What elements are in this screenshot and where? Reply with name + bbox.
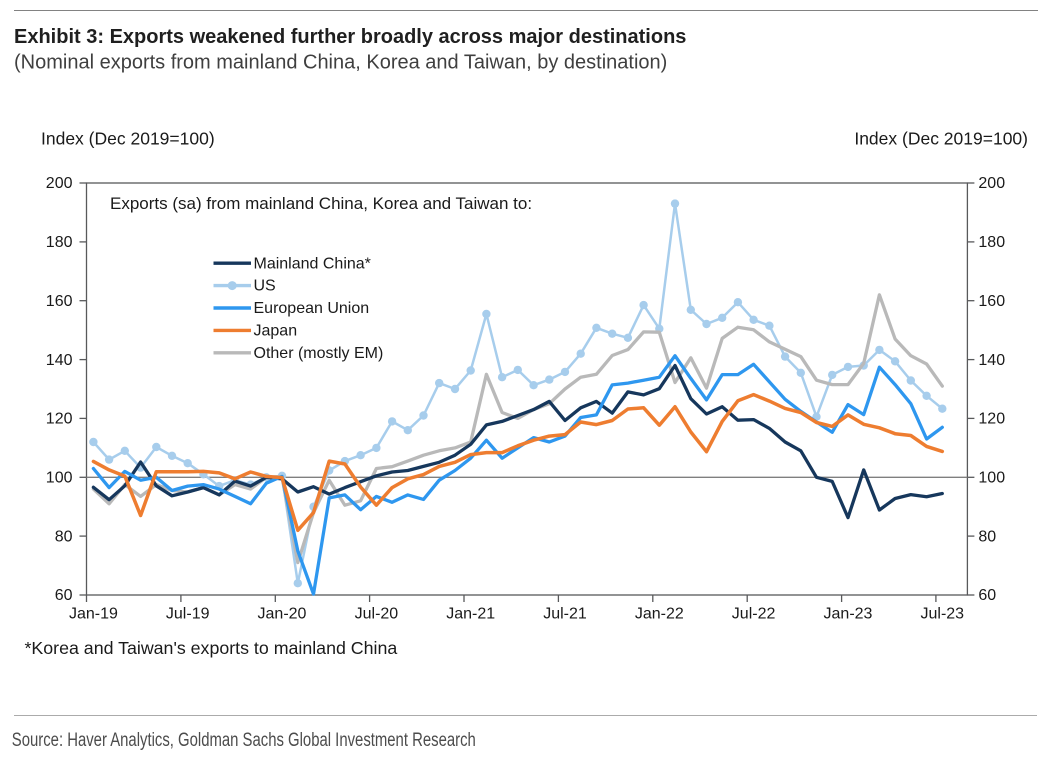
svg-text:200: 200 <box>46 175 73 192</box>
svg-text:US: US <box>254 278 276 295</box>
svg-text:160: 160 <box>978 293 1005 310</box>
svg-text:European Union: European Union <box>254 300 370 317</box>
svg-text:Mainland China*: Mainland China* <box>254 255 371 272</box>
svg-text:60: 60 <box>55 587 73 604</box>
svg-text:180: 180 <box>978 234 1005 251</box>
svg-text:140: 140 <box>978 352 1005 369</box>
svg-text:120: 120 <box>978 411 1005 428</box>
svg-text:Other (mostly EM): Other (mostly EM) <box>254 345 384 362</box>
svg-text:*Korea and Taiwan's exports to: *Korea and Taiwan's exports to mainland … <box>25 638 398 658</box>
svg-text:120: 120 <box>46 411 73 428</box>
svg-text:Jan-23: Jan-23 <box>824 606 873 623</box>
svg-text:Jan-21: Jan-21 <box>446 606 495 623</box>
svg-text:Jul-23: Jul-23 <box>921 606 965 623</box>
svg-text:Jan-20: Jan-20 <box>258 606 307 623</box>
svg-text:(Nominal exports from mainland: (Nominal exports from mainland China, Ko… <box>14 52 667 74</box>
svg-text:180: 180 <box>46 234 73 251</box>
svg-text:80: 80 <box>978 528 996 545</box>
svg-text:80: 80 <box>55 528 73 545</box>
svg-text:100: 100 <box>978 470 1005 487</box>
svg-text:Jul-20: Jul-20 <box>355 606 399 623</box>
svg-text:60: 60 <box>978 587 996 604</box>
svg-text:Index (Dec 2019=100): Index (Dec 2019=100) <box>854 129 1028 149</box>
svg-text:140: 140 <box>46 352 73 369</box>
svg-text:Jul-22: Jul-22 <box>732 606 776 623</box>
svg-text:Exhibit 3: Exports weakened fu: Exhibit 3: Exports weakened further broa… <box>14 26 686 48</box>
svg-text:Japan: Japan <box>254 323 298 340</box>
svg-text:100: 100 <box>46 470 73 487</box>
svg-text:Jul-19: Jul-19 <box>166 606 210 623</box>
svg-text:Jan-19: Jan-19 <box>69 606 118 623</box>
svg-text:Jan-22: Jan-22 <box>635 606 684 623</box>
svg-text:Index (Dec 2019=100): Index (Dec 2019=100) <box>41 129 215 149</box>
svg-text:Source: Haver Analytics, Goldm: Source: Haver Analytics, Goldman Sachs G… <box>12 730 476 751</box>
svg-text:Jul-21: Jul-21 <box>543 606 587 623</box>
svg-text:Exports (sa) from mainland Chi: Exports (sa) from mainland China, Korea … <box>110 194 532 213</box>
svg-text:160: 160 <box>46 293 73 310</box>
svg-text:200: 200 <box>978 175 1005 192</box>
